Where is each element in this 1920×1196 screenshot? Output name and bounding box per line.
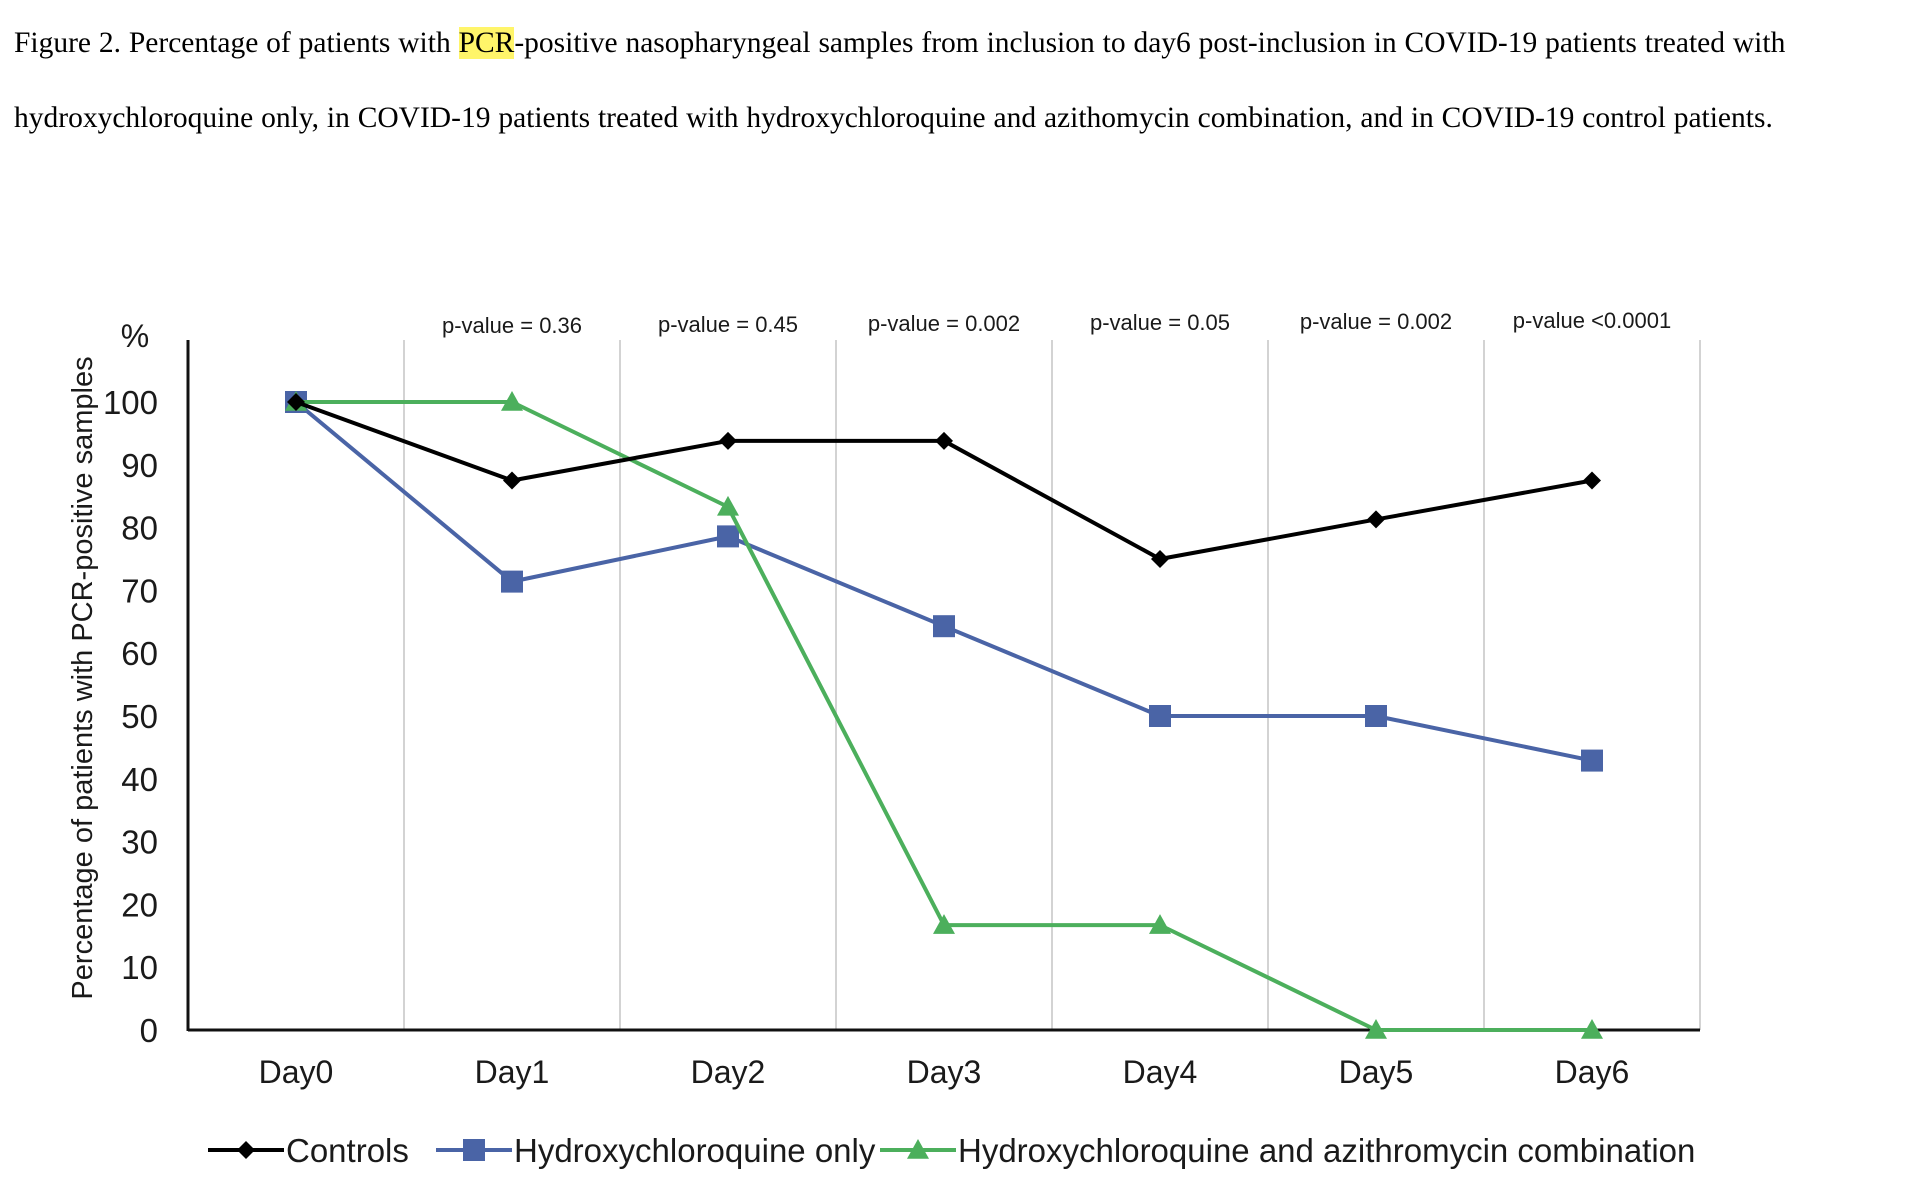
data-point — [719, 431, 737, 450]
data-point — [933, 914, 955, 934]
y-tick-label: 0 — [140, 1012, 158, 1049]
y-tick-label: 90 — [121, 447, 158, 484]
data-point — [237, 1141, 255, 1159]
y-tick-label: 100 — [103, 384, 158, 421]
caption-highlight: PCR — [458, 27, 515, 59]
series-line — [295, 400, 1593, 561]
y-tick-label: 10 — [121, 949, 158, 986]
legend-item: Hydroxychloroquine only — [436, 1132, 876, 1169]
data-point — [717, 495, 739, 516]
x-tick-label: Day0 — [259, 1054, 334, 1090]
data-point — [1365, 1019, 1387, 1039]
x-tick-labels: Day0 Day1 Day2 Day3 Day4 Day5 Day6 — [259, 1054, 1630, 1090]
legend: Controls Hydroxychloroquine only Hydroxych… — [208, 1132, 1695, 1169]
data-point — [935, 431, 953, 450]
data-point — [717, 525, 739, 548]
data-point — [503, 471, 521, 490]
y-axis-label: Percentage of patients with PCR-positive… — [67, 356, 99, 999]
data-point — [933, 615, 955, 638]
data-point — [1367, 510, 1385, 529]
figure-caption: Figure 2. Percentage of patients with PC… — [14, 6, 1910, 156]
legend-label: Controls — [286, 1132, 409, 1169]
series-line — [294, 400, 1593, 763]
y-tick-label: 20 — [121, 886, 158, 923]
series-0 — [287, 393, 1601, 568]
data-point — [463, 1139, 485, 1161]
p-value-label: p-value = 0.05 — [1090, 310, 1230, 335]
y-unit-label: % — [121, 318, 149, 354]
p-value-annotations: p-value = 0.36 p-value = 0.45 p-value = 0.… — [442, 308, 1671, 338]
series-2 — [285, 391, 1603, 1039]
data-point — [501, 570, 523, 593]
p-value-label: p-value = 0.002 — [868, 311, 1020, 336]
legend-item: Hydroxychloroquine and azithromycin comb… — [880, 1132, 1695, 1169]
y-tick-label: 30 — [121, 824, 158, 861]
x-tick-label: Day4 — [1123, 1054, 1198, 1090]
p-value-label: p-value = 0.36 — [442, 313, 582, 338]
data-point — [1581, 1019, 1603, 1039]
data-point — [907, 1139, 929, 1159]
data-point — [1583, 471, 1601, 490]
x-tick-label: Day1 — [475, 1054, 550, 1090]
legend-label: Hydroxychloroquine only — [514, 1132, 876, 1169]
legend-item: Controls — [208, 1132, 409, 1169]
y-tick-label: 40 — [121, 761, 158, 798]
p-value-label: p-value = 0.002 — [1300, 309, 1452, 334]
p-value-label: p-value <0.0001 — [1513, 308, 1671, 333]
y-tick-label: 50 — [121, 698, 158, 735]
data-point — [1149, 705, 1171, 727]
caption-lead: Figure 2. Percentage of patients with — [14, 27, 459, 59]
data-point — [1581, 749, 1603, 772]
y-tick-label: 80 — [121, 510, 158, 547]
x-tick-label: Day2 — [691, 1054, 766, 1090]
data-point — [501, 391, 523, 411]
x-tick-label: Day5 — [1339, 1054, 1414, 1090]
y-tick-label: 70 — [121, 572, 158, 609]
series-line — [296, 400, 1592, 1032]
x-tick-label: Day6 — [1555, 1054, 1630, 1090]
caption-rest: -positive nasopharyngeal samples from in… — [14, 27, 1786, 134]
x-tick-label: Day3 — [907, 1054, 982, 1090]
data-point — [1149, 914, 1171, 934]
data-point — [287, 393, 305, 411]
data-point — [1365, 705, 1387, 727]
legend-label: Hydroxychloroquine and azithromycin comb… — [958, 1132, 1695, 1169]
series — [285, 391, 1603, 1039]
y-tick-label: 60 — [121, 635, 158, 672]
data-point — [1151, 550, 1169, 568]
p-value-label: p-value = 0.45 — [658, 312, 798, 337]
y-tick-labels: 0 10 20 30 40 50 60 70 80 90 100 — [103, 384, 158, 1049]
